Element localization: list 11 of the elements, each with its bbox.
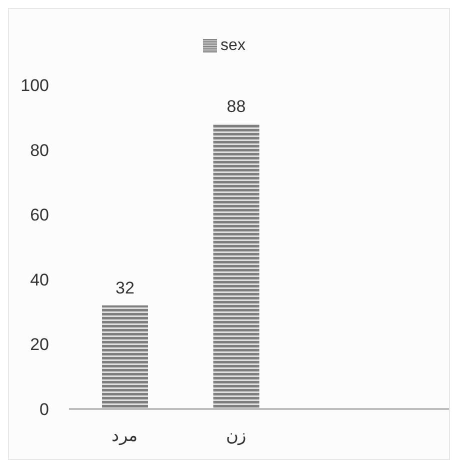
y-tick-label: 20 — [30, 335, 49, 354]
y-tick-label: 80 — [30, 140, 49, 160]
y-tick-label: 40 — [30, 270, 49, 290]
y-tick-label: 0 — [40, 400, 49, 420]
x-tick-label: مرد — [112, 426, 138, 446]
data-label: 32 — [116, 278, 134, 298]
data-label: 88 — [226, 96, 246, 116]
y-tick-label: 60 — [30, 206, 49, 225]
y-tick-label: 100 — [20, 76, 49, 96]
x-tick-label: زن — [226, 426, 246, 446]
legend-label: sex — [220, 37, 246, 54]
